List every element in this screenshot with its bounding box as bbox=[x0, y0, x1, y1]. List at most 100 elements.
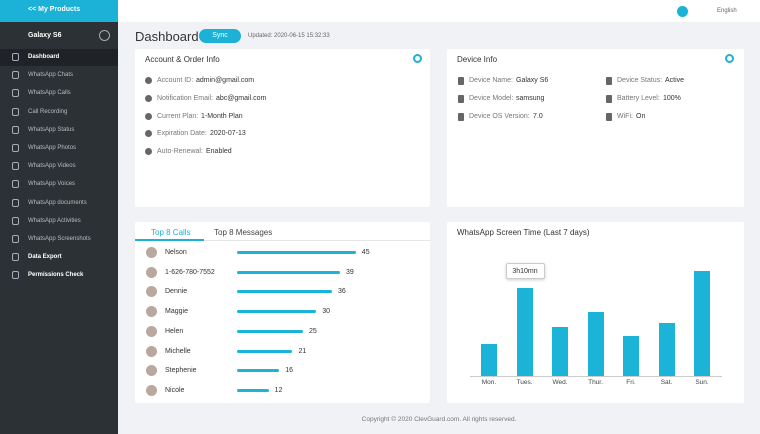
call-bar bbox=[237, 349, 293, 353]
sidebar bbox=[0, 0, 118, 434]
tab-underline bbox=[135, 239, 204, 241]
top-bar bbox=[118, 0, 760, 22]
row-label: Current Plan: bbox=[157, 112, 199, 120]
call-count: 12 bbox=[274, 386, 283, 394]
call-count: 21 bbox=[298, 347, 307, 355]
call-count: 25 bbox=[309, 327, 317, 335]
bar[interactable] bbox=[481, 344, 497, 376]
row-label: Device OS Version: bbox=[469, 113, 530, 120]
sync-button[interactable]: Sync bbox=[199, 29, 241, 43]
nav-icon bbox=[12, 89, 19, 98]
nav-item[interactable]: WhatsApp Calls bbox=[28, 90, 71, 97]
card-title: Device Info bbox=[457, 55, 498, 64]
settings-icon[interactable] bbox=[413, 54, 422, 63]
call-bar bbox=[237, 270, 340, 274]
avatar bbox=[146, 306, 157, 318]
nav-icon bbox=[12, 107, 19, 116]
contact-name: 1-626-780-7552 bbox=[165, 268, 215, 276]
call-bar bbox=[237, 388, 269, 392]
device-chevron[interactable] bbox=[99, 30, 110, 41]
contact-name: Nelson bbox=[165, 249, 187, 256]
nav-icon bbox=[12, 253, 19, 262]
call-count: 30 bbox=[322, 308, 330, 316]
nav-item[interactable]: Call Recording bbox=[28, 108, 68, 115]
x-tick-label: Thur. bbox=[588, 379, 603, 386]
nav-icon bbox=[12, 198, 19, 207]
row-label: Expiration Date: bbox=[157, 130, 207, 138]
nav-item[interactable]: WhatsApp Activities bbox=[28, 217, 81, 224]
bar[interactable] bbox=[516, 288, 533, 376]
nav-icon bbox=[12, 125, 19, 134]
nav-item[interactable]: WhatsApp Voices bbox=[28, 181, 76, 188]
nav-icon bbox=[12, 53, 19, 61]
user-avatar[interactable] bbox=[677, 6, 688, 17]
avatar bbox=[146, 266, 157, 278]
row-value: abc@gmail.com bbox=[216, 94, 267, 102]
row-icon bbox=[606, 113, 612, 121]
row-icon bbox=[145, 112, 152, 120]
x-tick-label: Sun. bbox=[695, 379, 709, 386]
nav-icon bbox=[12, 271, 19, 280]
tab[interactable]: Top 8 Calls bbox=[151, 228, 191, 237]
back-link[interactable]: << My Products bbox=[0, 0, 118, 22]
bar[interactable] bbox=[552, 326, 568, 376]
updated-time: Updated: 2020-06-15 15:32:33 bbox=[248, 33, 330, 39]
row-value: On bbox=[636, 113, 646, 120]
call-bar bbox=[237, 310, 317, 314]
nav-item[interactable]: WhatsApp Screenshots bbox=[28, 236, 91, 242]
nav-icon bbox=[12, 216, 19, 225]
contact-name: Dennie bbox=[165, 288, 188, 296]
row-icon bbox=[606, 77, 612, 85]
nav-item[interactable]: WhatsApp Chats bbox=[28, 72, 74, 79]
nav-icon bbox=[12, 162, 19, 171]
nav-item[interactable]: WhatsApp documents bbox=[28, 199, 87, 206]
row-value: admin@gmail.com bbox=[196, 77, 255, 84]
row-icon bbox=[145, 130, 152, 138]
nav-item[interactable]: Dashboard bbox=[28, 54, 60, 60]
row-value: Active bbox=[665, 77, 685, 84]
call-bar bbox=[237, 329, 303, 333]
row-value: 100% bbox=[663, 95, 681, 102]
row-icon bbox=[458, 77, 464, 85]
row-value: 7.0 bbox=[533, 113, 543, 120]
bar[interactable] bbox=[587, 312, 604, 376]
card-title: Account & Order Info bbox=[145, 55, 220, 64]
avatar bbox=[146, 286, 157, 298]
row-icon bbox=[145, 148, 152, 156]
bar[interactable] bbox=[694, 270, 710, 376]
device-select[interactable]: Galaxy S6 bbox=[28, 32, 62, 39]
row-icon bbox=[145, 94, 152, 102]
call-count: 36 bbox=[338, 288, 346, 296]
call-bar bbox=[237, 251, 356, 254]
bar[interactable] bbox=[658, 323, 675, 376]
settings-icon[interactable] bbox=[725, 54, 734, 63]
call-count: 39 bbox=[345, 268, 354, 276]
device-card bbox=[447, 49, 744, 207]
nav-item[interactable]: WhatsApp Status bbox=[28, 126, 75, 133]
nav-icon bbox=[12, 144, 19, 152]
row-label: Device Status: bbox=[617, 77, 663, 84]
row-icon bbox=[606, 95, 612, 103]
account-card bbox=[135, 49, 430, 207]
avatar bbox=[146, 384, 157, 396]
nav-item[interactable]: Permissions Check bbox=[28, 272, 84, 279]
avatar bbox=[146, 365, 157, 377]
contact-name: Nicole bbox=[165, 386, 185, 394]
nav-item[interactable]: WhatsApp Videos bbox=[28, 163, 76, 170]
row-value: Galaxy S6 bbox=[516, 77, 549, 84]
row-icon bbox=[458, 113, 464, 121]
tab[interactable]: Top 8 Messages bbox=[214, 228, 273, 237]
call-bar bbox=[237, 290, 333, 294]
nav-item[interactable]: Data Export bbox=[28, 254, 62, 261]
x-tick-label: Wed. bbox=[552, 379, 568, 386]
footer: Copyright © 2020 ClevGuard.com. All righ… bbox=[361, 416, 517, 423]
nav-item[interactable]: WhatsApp Photos bbox=[28, 145, 77, 151]
call-count: 16 bbox=[285, 367, 294, 375]
nav-icon bbox=[12, 180, 19, 189]
active-item-bg bbox=[0, 49, 118, 66]
x-tick-label: Tues. bbox=[516, 379, 533, 386]
language[interactable]: English bbox=[717, 8, 737, 14]
row-value: 1-Month Plan bbox=[201, 112, 243, 120]
bar[interactable] bbox=[623, 336, 639, 376]
avatar bbox=[146, 345, 157, 357]
